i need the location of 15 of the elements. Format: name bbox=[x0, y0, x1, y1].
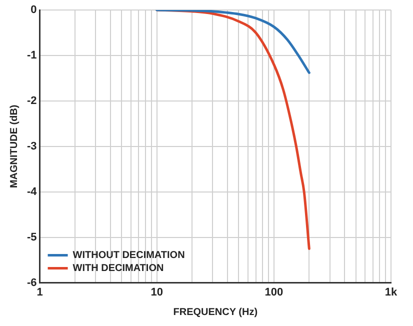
y-tick-label: -2 bbox=[27, 94, 37, 107]
y-tick-label: -4 bbox=[27, 186, 38, 198]
y-tick-label: 0 bbox=[30, 4, 37, 16]
x-tick-label: 1k bbox=[384, 286, 398, 298]
legend-label: WITHOUT DECIMATION bbox=[72, 250, 185, 262]
y-tick-label: -3 bbox=[27, 140, 37, 152]
legend-label: WITH DECIMATION bbox=[72, 263, 164, 274]
y-tick-label: -1 bbox=[27, 50, 37, 62]
x-axis-title: FREQUENCY (Hz) bbox=[173, 306, 258, 318]
x-tick-label: 100 bbox=[264, 286, 284, 298]
x-tick-label: 10 bbox=[150, 286, 163, 298]
y-tick-label: -5 bbox=[27, 231, 37, 244]
x-tick-label: 1 bbox=[36, 286, 43, 298]
y-axis-title: MAGNITUDE (dB) bbox=[8, 104, 20, 188]
y-tick-label: -6 bbox=[27, 276, 37, 289]
